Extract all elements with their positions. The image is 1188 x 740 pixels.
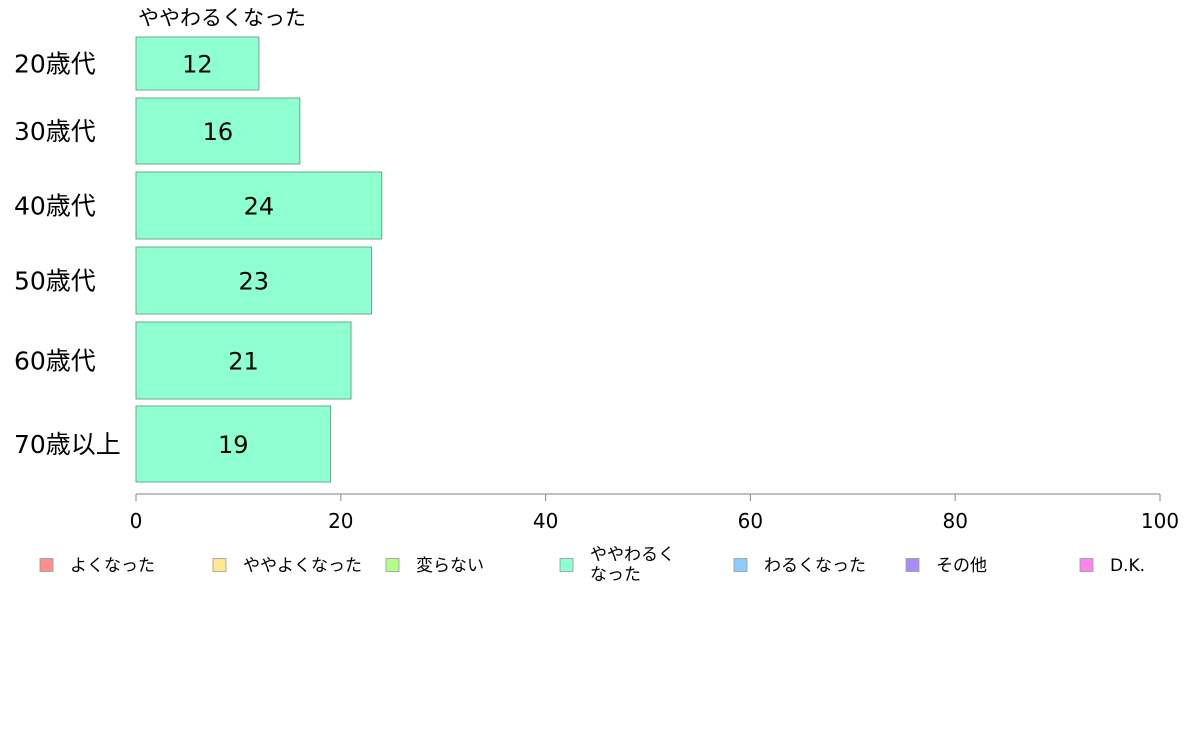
category-label: 70歳以上: [14, 430, 121, 459]
category-label: 40歳代: [14, 192, 96, 221]
x-tick-label: 80: [942, 509, 967, 533]
legend-label: D.K.: [1110, 556, 1145, 576]
legend-swatch: [39, 558, 54, 572]
x-tick-label: 20: [328, 509, 353, 533]
data-label: 24: [244, 193, 275, 221]
legend: よくなった ややよくなった 変らない ややわるくなった わるくなった その他 D.K.: [39, 545, 1145, 585]
data-label: 23: [238, 268, 269, 296]
bars-layer: 20歳代 12 30歳代 16 40歳代 24 50歳代 23 60歳代 21 70歳以上 19: [14, 36, 383, 483]
legend-swatch: [905, 558, 920, 572]
category-label: 50歳代: [14, 267, 96, 296]
legend-label: 変らない: [416, 556, 484, 576]
data-label: 12: [182, 51, 213, 79]
x-tick-label: 100: [1141, 509, 1179, 533]
x-tick-label: 0: [130, 509, 143, 533]
legend-swatch: [212, 558, 227, 572]
bar: [135, 36, 260, 91]
legend-label: ややわるくなった: [590, 545, 675, 585]
x-axis: 0 20 40 60 80 100: [130, 493, 1179, 533]
bar: [135, 97, 301, 165]
category-label: 30歳代: [14, 117, 96, 146]
chart-title: ややわるくなった: [138, 6, 306, 30]
category-label: 20歳代: [14, 50, 96, 79]
data-label: 19: [218, 431, 249, 459]
legend-swatch: [559, 558, 574, 572]
legend-label: わるくなった: [764, 556, 866, 576]
legend-label: その他: [936, 556, 987, 576]
legend-swatch: [733, 558, 748, 572]
category-label: 60歳代: [14, 347, 96, 376]
data-label: 21: [228, 348, 259, 376]
legend-swatch: [385, 558, 400, 572]
legend-label: よくなった: [70, 556, 155, 576]
bar: [135, 321, 352, 400]
bar: [135, 405, 332, 483]
bar: [135, 171, 383, 240]
x-tick-label: 60: [738, 509, 763, 533]
legend-swatch: [1079, 558, 1094, 572]
x-tick-label: 40: [533, 509, 558, 533]
data-label: 16: [203, 118, 234, 146]
bar: [135, 246, 373, 315]
legend-label: ややよくなった: [243, 556, 362, 576]
